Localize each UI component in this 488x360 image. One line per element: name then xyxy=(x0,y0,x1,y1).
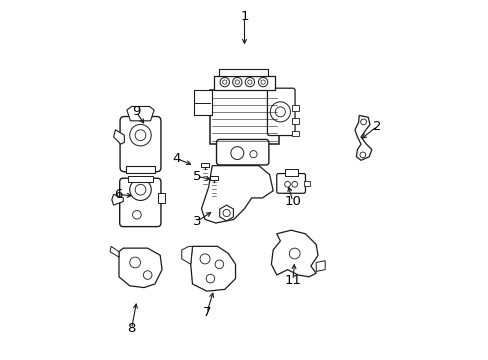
FancyBboxPatch shape xyxy=(126,166,155,173)
Circle shape xyxy=(249,150,257,158)
Text: 8: 8 xyxy=(127,322,136,335)
Polygon shape xyxy=(316,261,325,271)
FancyBboxPatch shape xyxy=(128,176,153,182)
Text: 5: 5 xyxy=(193,170,201,183)
Circle shape xyxy=(261,80,265,84)
FancyBboxPatch shape xyxy=(210,90,278,144)
Text: 10: 10 xyxy=(284,195,301,208)
Circle shape xyxy=(132,211,141,219)
Circle shape xyxy=(359,152,365,158)
FancyBboxPatch shape xyxy=(120,178,161,226)
Text: 11: 11 xyxy=(284,274,301,287)
Circle shape xyxy=(220,77,229,87)
Circle shape xyxy=(135,130,145,140)
Circle shape xyxy=(223,210,230,217)
Circle shape xyxy=(129,257,140,268)
Polygon shape xyxy=(201,166,273,223)
Circle shape xyxy=(215,260,223,269)
Circle shape xyxy=(244,77,254,87)
Circle shape xyxy=(235,80,239,84)
FancyBboxPatch shape xyxy=(210,176,217,180)
Polygon shape xyxy=(126,107,154,121)
FancyBboxPatch shape xyxy=(120,117,161,172)
Circle shape xyxy=(129,125,151,146)
Text: 6: 6 xyxy=(114,188,122,201)
Circle shape xyxy=(206,274,214,283)
FancyBboxPatch shape xyxy=(214,76,274,90)
Circle shape xyxy=(275,107,285,117)
Polygon shape xyxy=(113,130,124,144)
Polygon shape xyxy=(119,248,162,288)
Circle shape xyxy=(291,181,297,187)
Polygon shape xyxy=(110,246,119,257)
FancyBboxPatch shape xyxy=(194,90,211,116)
FancyBboxPatch shape xyxy=(303,181,309,186)
FancyBboxPatch shape xyxy=(158,193,164,203)
Circle shape xyxy=(200,254,210,264)
Circle shape xyxy=(270,102,290,122)
Circle shape xyxy=(360,119,366,125)
Polygon shape xyxy=(190,246,235,291)
FancyBboxPatch shape xyxy=(276,174,305,193)
Polygon shape xyxy=(271,230,317,277)
FancyBboxPatch shape xyxy=(292,131,299,136)
FancyBboxPatch shape xyxy=(219,69,267,76)
FancyBboxPatch shape xyxy=(292,105,299,111)
Text: 1: 1 xyxy=(240,10,248,23)
Polygon shape xyxy=(354,116,371,160)
Text: 9: 9 xyxy=(132,105,140,118)
Circle shape xyxy=(284,181,290,187)
Text: 7: 7 xyxy=(202,306,211,319)
Circle shape xyxy=(289,248,300,259)
Circle shape xyxy=(129,179,151,201)
Circle shape xyxy=(232,77,242,87)
Text: 3: 3 xyxy=(193,215,201,228)
Circle shape xyxy=(135,184,145,195)
FancyBboxPatch shape xyxy=(216,139,268,165)
Circle shape xyxy=(230,147,244,159)
Polygon shape xyxy=(219,205,233,221)
Circle shape xyxy=(143,271,152,279)
Polygon shape xyxy=(182,246,192,264)
FancyBboxPatch shape xyxy=(284,169,297,176)
FancyBboxPatch shape xyxy=(201,163,208,167)
Circle shape xyxy=(258,77,267,87)
FancyBboxPatch shape xyxy=(292,118,299,124)
Circle shape xyxy=(247,80,251,84)
Text: 2: 2 xyxy=(372,120,381,133)
Polygon shape xyxy=(112,194,123,205)
Circle shape xyxy=(222,80,226,84)
Text: 4: 4 xyxy=(172,152,180,165)
FancyBboxPatch shape xyxy=(267,88,294,135)
